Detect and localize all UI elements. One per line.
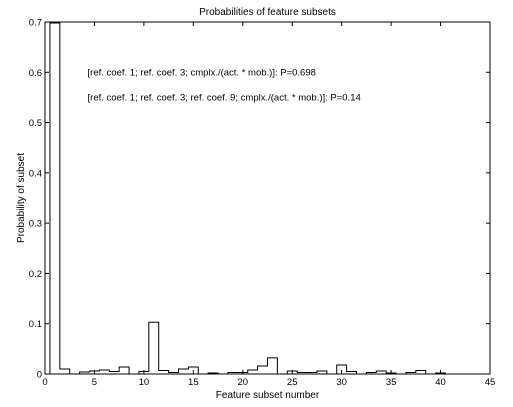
x-tick-label: 25: [287, 377, 298, 388]
x-tick-label: 20: [237, 377, 248, 388]
x-tick-label: 15: [188, 377, 199, 388]
y-axis-label: Probability of subset: [16, 153, 27, 243]
y-tick-label: 0.6: [29, 68, 42, 79]
annotation-top-subset: [ref. coef. 1; ref. coef. 3; cmplx./(act…: [88, 67, 316, 78]
plot-area-frame: [44, 21, 491, 375]
y-tick-label: 0.2: [29, 269, 42, 280]
x-tick-label: 5: [92, 377, 97, 388]
x-tick-label: 45: [485, 377, 496, 388]
x-tick-label: 10: [139, 377, 150, 388]
x-axis-ticks: 0 5 10 15 20 25 30 35 40 45: [42, 22, 495, 388]
chart-title: Probabilities of feature subsets: [199, 7, 336, 18]
y-tick-label: 0: [37, 370, 42, 381]
y-tick-label: 0.5: [29, 118, 42, 129]
y-tick-label: 0.7: [29, 18, 42, 29]
x-tick-label: 35: [386, 377, 397, 388]
x-tick-label: 0: [42, 377, 47, 388]
annotation-second-subset: [ref. coef. 1; ref. coef. 3; ref. coef. …: [88, 92, 361, 103]
y-axis-ticks: 0 0.1 0.2 0.3 0.4 0.5 0.6 0.7: [29, 18, 490, 381]
x-tick-label: 30: [336, 377, 347, 388]
y-tick-label: 0.1: [29, 319, 42, 330]
y-tick-label: 0.4: [29, 168, 42, 179]
x-axis-label: Feature subset number: [216, 390, 320, 401]
x-tick-label: 40: [435, 377, 446, 388]
y-tick-label: 0.3: [29, 219, 42, 230]
